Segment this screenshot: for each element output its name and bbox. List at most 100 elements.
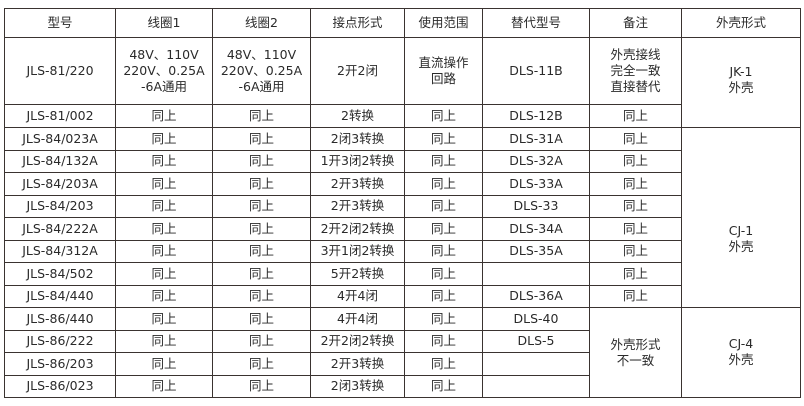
replacement-model-cell: DLS-33A bbox=[482, 172, 590, 196]
model-cell: JLS-81/220 bbox=[4, 37, 116, 105]
usage-cell: 同上 bbox=[404, 103, 483, 129]
contact-form-cell: 2开2闭2转换 bbox=[310, 329, 405, 353]
contact-form-cell: 2开2闭 bbox=[310, 37, 405, 105]
coil2-cell: 同上 bbox=[212, 329, 311, 353]
remark-cell: 同上 bbox=[589, 217, 682, 241]
header-contact-form: 接点形式 bbox=[310, 8, 405, 38]
header-remark: 备注 bbox=[589, 8, 682, 38]
replacement-model-cell: DLS-32A bbox=[482, 149, 590, 173]
remark-cell: 同上 bbox=[589, 284, 682, 308]
model-cell: JLS-84/440 bbox=[4, 284, 116, 308]
coil1-cell: 同上 bbox=[115, 239, 213, 263]
coil2-cell: 同上 bbox=[212, 307, 311, 331]
coil1-cell: 同上 bbox=[115, 329, 213, 353]
replacement-model-cell: DLS-11B bbox=[482, 37, 590, 105]
coil2-cell: 48V、110V 220V、0.25A -6A通用 bbox=[212, 37, 311, 105]
table-row: JLS-86/222 同上 同上 2开2闭2转换 同上 DLS-5 bbox=[4, 329, 801, 353]
replacement-model-cell bbox=[482, 352, 590, 376]
coil2-cell: 同上 bbox=[212, 217, 311, 241]
usage-cell: 同上 bbox=[404, 194, 483, 218]
contact-form-cell: 2闭3转换 bbox=[310, 127, 405, 151]
contact-form-cell: 2开3转换 bbox=[310, 172, 405, 196]
table-row: JLS-84/132A 同上 同上 1开3闭2转换 同上 DLS-32A 同上 bbox=[4, 149, 801, 173]
coil1-cell: 同上 bbox=[115, 172, 213, 196]
model-cell: JLS-86/203 bbox=[4, 352, 116, 376]
shell-form-cell: CJ-1 外壳 bbox=[681, 127, 801, 308]
usage-cell: 同上 bbox=[404, 127, 483, 151]
remark-cell: 同上 bbox=[589, 127, 682, 151]
coil2-cell: 同上 bbox=[212, 172, 311, 196]
usage-cell: 同上 bbox=[404, 262, 483, 286]
table-row: JLS-84/312A 同上 同上 3开1闭2转换 同上 DLS-35A 同上 bbox=[4, 239, 801, 263]
shell-form-cell: CJ-4 外壳 bbox=[681, 307, 801, 398]
table-row: JLS-84/222A 同上 同上 2开2闭2转换 同上 DLS-34A 同上 bbox=[4, 217, 801, 241]
header-model: 型号 bbox=[4, 8, 116, 38]
contact-form-cell: 3开1闭2转换 bbox=[310, 239, 405, 263]
coil1-cell: 同上 bbox=[115, 103, 213, 129]
replacement-model-cell: DLS-31A bbox=[482, 127, 590, 151]
replacement-model-cell: DLS-33 bbox=[482, 194, 590, 218]
table-row: JLS-84/023A 同上 同上 2闭3转换 同上 DLS-31A 同上 CJ-1 外壳 bbox=[4, 127, 801, 308]
usage-cell: 同上 bbox=[404, 284, 483, 308]
header-coil1: 线圈1 bbox=[115, 8, 213, 38]
coil1-cell: 48V、110V 220V、0.25A -6A通用 bbox=[115, 37, 213, 105]
replacement-model-cell: DLS-40 bbox=[482, 307, 590, 331]
contact-form-cell: 1开3闭2转换 bbox=[310, 149, 405, 173]
remark-cell: 外壳接线 完全一致 直接替代 bbox=[589, 37, 682, 105]
contact-form-cell: 4开4闭 bbox=[310, 307, 405, 331]
table-row: JLS-84/440 同上 同上 4开4闭 同上 DLS-36A 同上 bbox=[4, 284, 801, 308]
contact-form-cell: 2开3转换 bbox=[310, 194, 405, 218]
table-row: JLS-86/023 同上 同上 2闭3转换 同上 bbox=[4, 374, 801, 398]
usage-cell: 同上 bbox=[404, 217, 483, 241]
usage-cell: 同上 bbox=[404, 172, 483, 196]
remark-cell-merged: 外壳形式 不一致 bbox=[589, 307, 682, 398]
header-usage: 使用范围 bbox=[404, 8, 483, 38]
table-row: JLS-81/220 48V、110V 220V、0.25A -6A通用 48V、1… bbox=[4, 37, 801, 128]
replacement-model-cell: DLS-12B bbox=[482, 103, 590, 129]
model-cell: JLS-86/440 bbox=[4, 307, 116, 331]
header-shell: 外壳形式 bbox=[681, 8, 801, 38]
relay-replacement-table: 型号 线圈1 线圈2 接点形式 使用范围 替代型号 备注 外壳形式 JLS-81/220 48V… bbox=[4, 8, 801, 398]
model-cell: JLS-84/222A bbox=[4, 217, 116, 241]
header-coil2: 线圈2 bbox=[212, 8, 311, 38]
contact-form-cell: 2转换 bbox=[310, 103, 405, 129]
contact-form-cell: 5开2转换 bbox=[310, 262, 405, 286]
model-cell: JLS-86/023 bbox=[4, 374, 116, 398]
coil1-cell: 同上 bbox=[115, 284, 213, 308]
model-cell: JLS-84/502 bbox=[4, 262, 116, 286]
contact-form-cell: 2开3转换 bbox=[310, 352, 405, 376]
remark-cell: 同上 bbox=[589, 103, 682, 129]
usage-cell: 同上 bbox=[404, 329, 483, 353]
usage-cell: 直流操作 回路 bbox=[404, 37, 483, 105]
remark-cell: 同上 bbox=[589, 172, 682, 196]
coil2-cell: 同上 bbox=[212, 127, 311, 151]
coil1-cell: 同上 bbox=[115, 127, 213, 151]
coil2-cell: 同上 bbox=[212, 103, 311, 129]
model-cell: JLS-84/023A bbox=[4, 127, 116, 151]
coil2-cell: 同上 bbox=[212, 194, 311, 218]
coil1-cell: 同上 bbox=[115, 352, 213, 376]
replacement-model-cell bbox=[482, 374, 590, 398]
table-row: JLS-84/502 同上 同上 5开2转换 同上 同上 bbox=[4, 262, 801, 286]
coil1-cell: 同上 bbox=[115, 374, 213, 398]
remark-cell: 同上 bbox=[589, 149, 682, 173]
replacement-model-cell: DLS-36A bbox=[482, 284, 590, 308]
model-cell: JLS-84/132A bbox=[4, 149, 116, 173]
coil2-cell: 同上 bbox=[212, 352, 311, 376]
model-cell: JLS-86/222 bbox=[4, 329, 116, 353]
replacement-model-cell bbox=[482, 262, 590, 286]
coil1-cell: 同上 bbox=[115, 194, 213, 218]
contact-form-cell: 2闭3转换 bbox=[310, 374, 405, 398]
replacement-model-cell: DLS-5 bbox=[482, 329, 590, 353]
coil1-cell: 同上 bbox=[115, 307, 213, 331]
coil1-cell: 同上 bbox=[115, 262, 213, 286]
table-row: JLS-81/002 同上 同上 2转换 同上 DLS-12B 同上 bbox=[4, 103, 801, 129]
replacement-model-cell: DLS-34A bbox=[482, 217, 590, 241]
coil2-cell: 同上 bbox=[212, 239, 311, 263]
model-cell: JLS-84/203 bbox=[4, 194, 116, 218]
contact-form-cell: 2开2闭2转换 bbox=[310, 217, 405, 241]
model-cell: JLS-84/203A bbox=[4, 172, 116, 196]
remark-cell: 同上 bbox=[589, 262, 682, 286]
model-cell: JLS-81/002 bbox=[4, 103, 116, 129]
replacement-model-cell: DLS-35A bbox=[482, 239, 590, 263]
